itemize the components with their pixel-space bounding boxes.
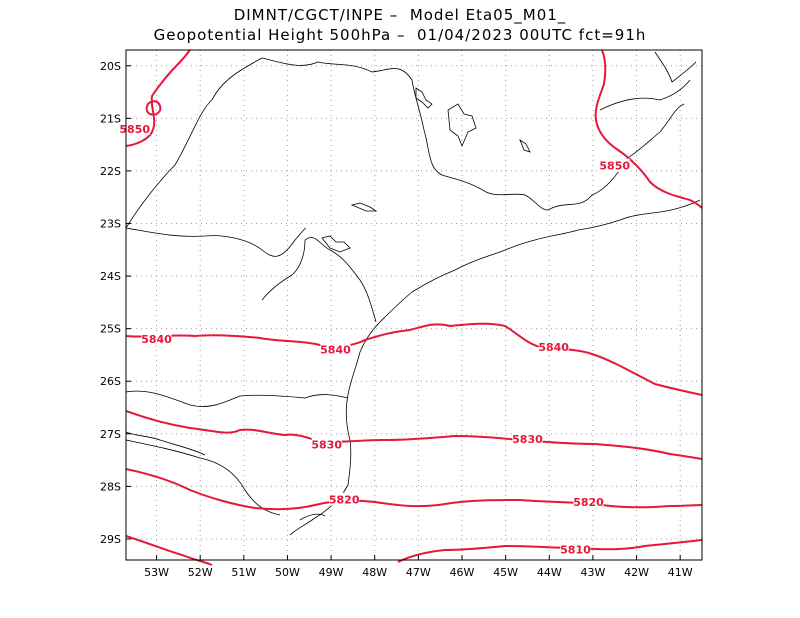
border-north-east bbox=[654, 51, 697, 83]
map-frame bbox=[125, 49, 703, 561]
geopotential-contours bbox=[125, 49, 703, 566]
contour-labels: 5850 5850 5840 5840 5840 5830 5830 5820 5820 5810 bbox=[119, 121, 630, 556]
contour-label: 5850 bbox=[599, 160, 630, 173]
y-tick-label: 21S bbox=[100, 112, 121, 125]
grid-lines bbox=[126, 50, 702, 560]
border-sc-rs bbox=[125, 439, 281, 516]
x-tick-label: 43W bbox=[580, 566, 605, 579]
contour-5820 bbox=[125, 468, 703, 511]
contour-label-bg bbox=[320, 342, 351, 356]
y-tick-label: 23S bbox=[100, 218, 121, 231]
y-tick-label: 26S bbox=[100, 375, 121, 388]
contour-label: 5810 bbox=[560, 543, 591, 556]
coast-rj-sp bbox=[359, 199, 701, 353]
x-tick-label: 50W bbox=[275, 566, 300, 579]
x-tick-label: 47W bbox=[406, 566, 431, 579]
x-tick-label: 53W bbox=[144, 566, 169, 579]
coast-sc-rs bbox=[289, 351, 361, 536]
y-tick-label: 27S bbox=[100, 428, 121, 441]
contour-label-bg bbox=[119, 121, 150, 135]
border-sp-north bbox=[261, 57, 549, 211]
contour-label-bg bbox=[573, 495, 604, 509]
contour-label-bg bbox=[512, 432, 543, 446]
x-tick-label: 41W bbox=[668, 566, 693, 579]
x-tick-label: 48W bbox=[362, 566, 387, 579]
contour-5850-west-loop bbox=[145, 100, 162, 116]
contour-label: 5830 bbox=[512, 433, 543, 446]
contour-5830 bbox=[125, 410, 703, 460]
y-tick-label: 20S bbox=[100, 60, 121, 73]
y-tick-label: 28S bbox=[100, 480, 121, 493]
border-ms-pr bbox=[125, 227, 307, 257]
border-argentina bbox=[125, 431, 206, 456]
contour-label-bg bbox=[560, 542, 591, 556]
x-tick-label: 51W bbox=[231, 566, 256, 579]
contour-5840 bbox=[125, 322, 703, 396]
reservoir-1 bbox=[447, 103, 477, 148]
contour-5850-east bbox=[594, 49, 703, 209]
contour-label: 5820 bbox=[329, 494, 360, 507]
border-pr-sc bbox=[125, 390, 349, 407]
contour-5810-west bbox=[125, 535, 213, 566]
contour-label-bg bbox=[141, 332, 172, 346]
border-pr-sp bbox=[261, 237, 377, 323]
contour-5850-west bbox=[125, 49, 191, 147]
border-mg-rj bbox=[547, 103, 685, 211]
x-tick-label: 52W bbox=[188, 566, 213, 579]
contour-label-bg bbox=[311, 437, 342, 451]
map-title-line-1: DIMNT/CGCT/INPE – Model Eta05_M01_ bbox=[233, 6, 567, 24]
contour-label: 5840 bbox=[538, 341, 569, 354]
contour-label-bg bbox=[599, 158, 630, 172]
y-tick-label: 22S bbox=[100, 165, 121, 178]
axis-ticks: 53W 52W 51W 50W 49W 48W 47W 46W 45W 44W 43W 42W 41W 2… bbox=[100, 60, 693, 579]
x-tick-label: 44W bbox=[537, 566, 562, 579]
x-tick-label: 49W bbox=[319, 566, 344, 579]
contour-label: 5840 bbox=[141, 333, 172, 346]
contour-label: 5840 bbox=[320, 344, 351, 357]
contour-label: 5850 bbox=[119, 123, 150, 136]
border-ms-sp bbox=[125, 57, 263, 229]
coastline-and-borders bbox=[125, 51, 701, 536]
y-tick-label: 25S bbox=[100, 323, 121, 336]
contour-label-bg bbox=[538, 340, 569, 354]
x-tick-label: 42W bbox=[624, 566, 649, 579]
reservoir-2 bbox=[415, 87, 433, 109]
lagoa-dos-patos bbox=[299, 513, 326, 521]
x-tick-label: 46W bbox=[450, 566, 475, 579]
reservoir-5 bbox=[519, 138, 531, 153]
contour-label: 5820 bbox=[573, 496, 604, 509]
contour-label-bg bbox=[329, 492, 360, 506]
y-tick-label: 24S bbox=[100, 270, 121, 283]
map-title-line-2: Geopotential Height 500hPa – 01/04/2023 … bbox=[153, 26, 647, 44]
reservoir-4 bbox=[350, 202, 378, 212]
contour-5810-east bbox=[397, 539, 703, 563]
contour-label: 5830 bbox=[311, 438, 342, 451]
border-mg-es bbox=[599, 79, 691, 111]
x-tick-label: 45W bbox=[493, 566, 518, 579]
reservoir-3 bbox=[321, 235, 351, 253]
y-tick-label: 29S bbox=[100, 533, 121, 546]
